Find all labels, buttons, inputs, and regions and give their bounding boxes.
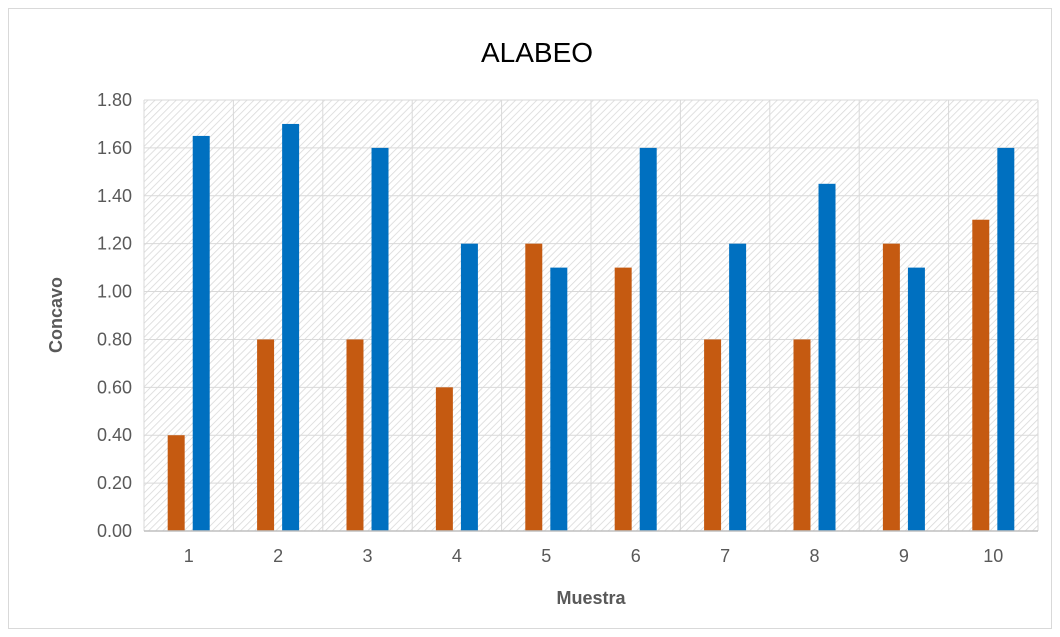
x-tick-label: 2 <box>273 546 283 566</box>
bar-series-1-muestra-1 <box>167 435 185 531</box>
y-tick-label: 0.60 <box>97 377 132 397</box>
x-tick-label: 10 <box>983 546 1003 566</box>
bars <box>167 123 1015 532</box>
bar-series-2-muestra-9 <box>907 267 925 531</box>
bar-series-1-muestra-5 <box>525 243 543 531</box>
x-tick-label: 8 <box>809 546 819 566</box>
chart-title: ALABEO <box>481 37 593 68</box>
y-tick-label: 0.20 <box>97 473 132 493</box>
y-tick-label: 1.40 <box>97 186 132 206</box>
y-axis-ticks: 0.00 0.20 0.40 0.60 0.80 1.00 1.20 1.40 1.60 1.80 <box>97 90 132 541</box>
y-tick-label: 0.40 <box>97 425 132 445</box>
y-tick-label: 0.00 <box>97 521 132 541</box>
x-tick-label: 7 <box>720 546 730 566</box>
y-tick-label: 1.20 <box>97 234 132 254</box>
x-tick-label: 5 <box>541 546 551 566</box>
bar-series-2-muestra-5 <box>550 267 568 531</box>
bar-series-2-muestra-1 <box>192 135 210 531</box>
bar-series-2-muestra-4 <box>460 243 478 531</box>
bar-series-2-muestra-3 <box>371 147 389 531</box>
bar-series-2-muestra-8 <box>818 183 836 532</box>
x-tick-label: 6 <box>631 546 641 566</box>
y-axis-title: Concavo <box>46 277 66 353</box>
x-tick-label: 9 <box>899 546 909 566</box>
bar-series-1-muestra-10 <box>972 219 990 531</box>
bar-series-2-muestra-10 <box>997 147 1015 531</box>
bar-series-1-muestra-2 <box>257 339 275 531</box>
x-tick-label: 1 <box>184 546 194 566</box>
x-tick-label: 4 <box>452 546 462 566</box>
x-axis-ticks: 1 2 3 4 5 6 7 8 9 10 <box>184 546 1004 566</box>
bar-series-2-muestra-2 <box>282 123 300 531</box>
bar-series-2-muestra-6 <box>639 147 657 531</box>
bar-series-1-muestra-9 <box>882 243 900 531</box>
x-tick-label: 3 <box>362 546 372 566</box>
bar-series-1-muestra-7 <box>704 339 722 531</box>
y-tick-label: 1.60 <box>97 138 132 158</box>
bar-series-1-muestra-8 <box>793 339 811 531</box>
y-tick-label: 1.80 <box>97 90 132 110</box>
bar-series-1-muestra-6 <box>614 267 632 531</box>
y-tick-label: 0.80 <box>97 329 132 349</box>
bar-series-1-muestra-4 <box>435 387 453 531</box>
bar-series-1-muestra-3 <box>346 339 364 531</box>
x-axis-title: Muestra <box>556 588 626 608</box>
bar-series-2-muestra-7 <box>729 243 747 531</box>
y-tick-label: 1.00 <box>97 282 132 302</box>
